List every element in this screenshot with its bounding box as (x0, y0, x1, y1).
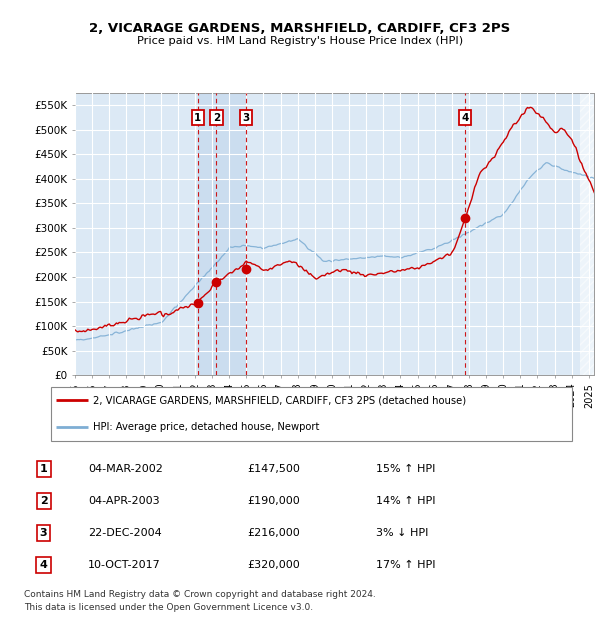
Text: 1: 1 (40, 464, 47, 474)
Text: 3: 3 (242, 113, 250, 123)
FancyBboxPatch shape (50, 387, 572, 441)
Text: 4: 4 (461, 113, 469, 123)
Text: 04-APR-2003: 04-APR-2003 (88, 496, 160, 506)
Text: This data is licensed under the Open Government Licence v3.0.: This data is licensed under the Open Gov… (24, 603, 313, 612)
Text: Contains HM Land Registry data © Crown copyright and database right 2024.: Contains HM Land Registry data © Crown c… (24, 590, 376, 600)
Text: 14% ↑ HPI: 14% ↑ HPI (376, 496, 435, 506)
Text: £190,000: £190,000 (247, 496, 300, 506)
Text: £320,000: £320,000 (247, 560, 300, 570)
Text: £147,500: £147,500 (247, 464, 300, 474)
Text: HPI: Average price, detached house, Newport: HPI: Average price, detached house, Newp… (93, 422, 319, 432)
Text: 3: 3 (40, 528, 47, 538)
Text: 2, VICARAGE GARDENS, MARSHFIELD, CARDIFF, CF3 2PS: 2, VICARAGE GARDENS, MARSHFIELD, CARDIFF… (89, 22, 511, 35)
Text: 4: 4 (40, 560, 47, 570)
Text: 3% ↓ HPI: 3% ↓ HPI (376, 528, 428, 538)
Text: 2: 2 (40, 496, 47, 506)
Text: Price paid vs. HM Land Registry's House Price Index (HPI): Price paid vs. HM Land Registry's House … (137, 36, 463, 46)
Bar (198, 93, 246, 375)
Text: 15% ↑ HPI: 15% ↑ HPI (376, 464, 435, 474)
Bar (580, 93, 594, 375)
Text: 1: 1 (194, 113, 202, 123)
Text: 2: 2 (212, 113, 220, 123)
Text: 10-OCT-2017: 10-OCT-2017 (88, 560, 161, 570)
Text: £216,000: £216,000 (247, 528, 300, 538)
Text: 2, VICARAGE GARDENS, MARSHFIELD, CARDIFF, CF3 2PS (detached house): 2, VICARAGE GARDENS, MARSHFIELD, CARDIFF… (93, 396, 466, 405)
Text: 17% ↑ HPI: 17% ↑ HPI (376, 560, 435, 570)
Text: 22-DEC-2004: 22-DEC-2004 (88, 528, 162, 538)
Text: 04-MAR-2002: 04-MAR-2002 (88, 464, 163, 474)
